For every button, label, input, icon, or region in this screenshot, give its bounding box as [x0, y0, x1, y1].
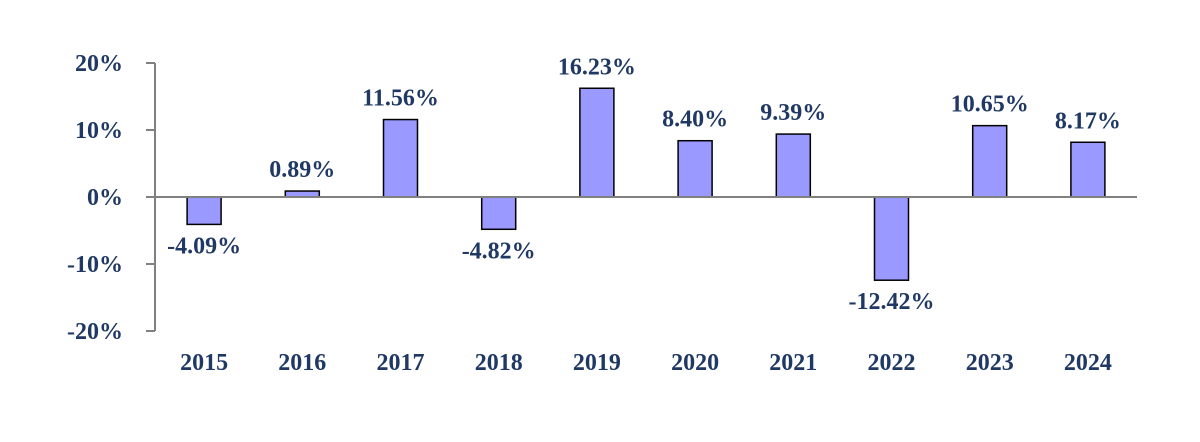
- data-labels: -4.09% 0.89% 11.56% -4.82% 16.23% 8.40% 9.39% -…: [167, 54, 1121, 315]
- data-label: 9.39%: [760, 100, 826, 126]
- x-tick-label: 2021: [769, 350, 817, 376]
- x-tick-label: 2020: [671, 350, 719, 376]
- data-label: -12.42%: [849, 289, 935, 315]
- data-label: 0.89%: [269, 157, 335, 183]
- bar-2018: [480, 196, 517, 231]
- axes: [154, 63, 1137, 331]
- bar-2020: [677, 139, 713, 198]
- data-label: 8.40%: [662, 107, 728, 133]
- bar-2021: [775, 133, 812, 198]
- x-tick-label: 2015: [180, 350, 228, 376]
- data-label: 8.17%: [1055, 108, 1121, 134]
- bar-2019: [579, 87, 615, 198]
- bar-series: [186, 87, 1106, 281]
- bar-2017: [382, 118, 419, 198]
- data-label: 11.56%: [362, 86, 439, 112]
- data-label: 16.23%: [558, 54, 636, 80]
- bar-2015: [186, 196, 222, 226]
- y-tick-label: -10%: [67, 252, 123, 278]
- y-axis-ticks: 20% 10% 0% -10% -20%: [67, 51, 155, 345]
- y-tick-label: 10%: [75, 118, 123, 144]
- x-axis-labels: 2015 2016 2017 2018 2019 2020 2021 2022 2023 2024: [180, 350, 1112, 376]
- x-tick-label: 2023: [966, 350, 1014, 376]
- x-tick-label: 2019: [573, 350, 621, 376]
- data-label: 10.65%: [951, 92, 1029, 118]
- bar-2024: [1070, 141, 1106, 198]
- x-tick-label: 2022: [868, 350, 916, 376]
- y-tick-label: 20%: [75, 51, 123, 77]
- data-label: -4.82%: [462, 238, 536, 264]
- data-label: -4.09%: [167, 233, 241, 259]
- bar-2022: [873, 196, 910, 281]
- bar-2023: [971, 124, 1008, 198]
- y-tick-label: -20%: [67, 319, 123, 345]
- x-tick-label: 2024: [1064, 350, 1112, 376]
- x-tick-label: 2017: [377, 350, 425, 376]
- y-tick-label: 0%: [87, 185, 123, 211]
- x-tick-label: 2018: [475, 350, 523, 376]
- x-tick-label: 2016: [278, 350, 326, 376]
